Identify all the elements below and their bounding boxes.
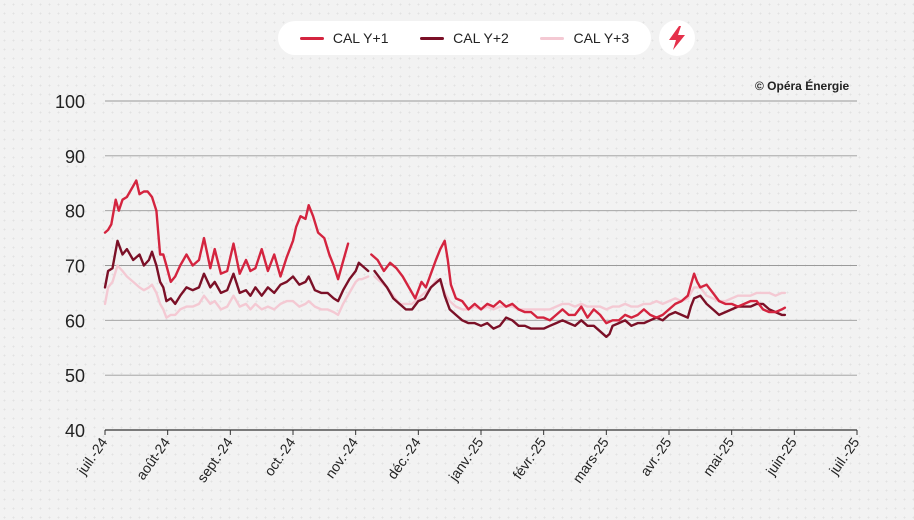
x-tick-label: août-24	[133, 434, 173, 482]
chart-legend: CAL Y+1 CAL Y+2 CAL Y+3	[278, 21, 651, 55]
legend-item-cal-y1[interactable]: CAL Y+1	[299, 30, 389, 46]
legend-swatch-cal-y2	[420, 36, 445, 40]
y-tick-label: 80	[65, 202, 85, 222]
x-tick-label: juil.-25	[825, 434, 862, 478]
x-tick-label: oct.-24	[261, 434, 299, 478]
lightning-bolt-icon	[669, 26, 685, 50]
series-line-cal-y-1-part1	[103, 179, 350, 284]
legend-item-cal-y2[interactable]: CAL Y+2	[420, 30, 509, 46]
legend-label-cal-y3: CAL Y+3	[573, 30, 630, 46]
series-line-cal-y-2-part1	[103, 239, 370, 306]
series-line-cal-y-3-part1	[103, 264, 370, 319]
series-line-cal-y-1-part2	[370, 239, 787, 325]
x-tick-label: avr.-25	[637, 434, 675, 478]
legend-label-cal-y1: CAL Y+1	[332, 30, 389, 46]
x-tick-label: janv.-25	[445, 434, 487, 484]
series-line-cal-y-2-part2	[373, 269, 787, 338]
y-tick-label: 100	[55, 92, 85, 112]
energy-badge[interactable]	[659, 20, 695, 56]
x-tick-label: févr.-25	[509, 434, 549, 482]
y-tick-label: 50	[65, 366, 85, 386]
x-tick-label: mai-25	[699, 434, 737, 478]
x-tick-label: mars-25	[569, 434, 612, 485]
y-tick-label: 60	[65, 311, 85, 331]
y-tick-label: 90	[65, 147, 85, 167]
legend-swatch-cal-y3	[540, 36, 565, 40]
y-tick-label: 40	[65, 421, 85, 441]
legend-swatch-cal-y1	[299, 36, 324, 40]
x-axis: juil.-24 août-24 sept.-24 oct.-24 nov.-24 déc…	[73, 430, 863, 486]
y-axis-ticks: 40 50 60 70 80 90 100	[55, 92, 85, 441]
series-lines	[103, 179, 787, 338]
x-tick-label: nov.-24	[322, 434, 361, 481]
x-tick-label: juin-25	[762, 434, 800, 479]
x-tick-label: déc.-24	[384, 434, 424, 482]
y-tick-label: 70	[65, 257, 85, 277]
x-tick-label: sept.-24	[194, 434, 236, 485]
copyright-watermark: © Opéra Énergie	[755, 79, 850, 93]
legend-label-cal-y2: CAL Y+2	[453, 30, 509, 46]
legend-item-cal-y3[interactable]: CAL Y+3	[540, 30, 629, 46]
